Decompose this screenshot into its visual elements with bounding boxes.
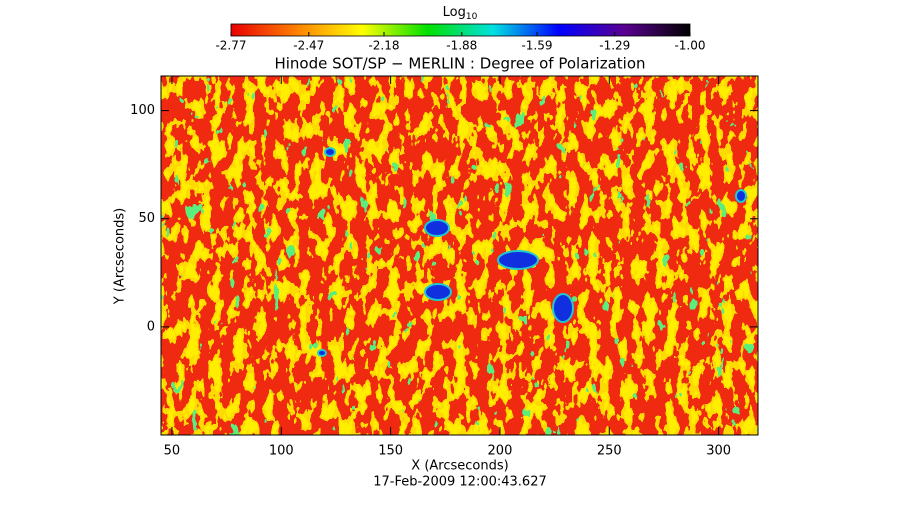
map-blobs — [317, 147, 747, 357]
colorbar-tick-label: -1.59 — [521, 39, 552, 53]
x-tick-label: 200 — [488, 444, 513, 459]
colorbar — [230, 23, 691, 37]
colorbar-tick-label: -1.00 — [674, 39, 705, 53]
colorbar-tick-label: -1.88 — [446, 39, 477, 53]
map — [161, 76, 758, 435]
x-axis-label: X (Arcseconds) — [411, 459, 508, 474]
colorbar-title: Log10 — [443, 5, 478, 22]
y-tick-label: 50 — [138, 211, 155, 226]
colorbar-tick-label: -2.18 — [368, 39, 399, 53]
chart-title: Hinode SOT/SP − MERLIN : Degree of Polar… — [274, 55, 645, 73]
colorbar-tick-label: -2.77 — [215, 39, 246, 53]
y-tick-label: 100 — [130, 103, 155, 118]
x-tick-label: 150 — [378, 444, 403, 459]
x-tick-label: 100 — [269, 444, 294, 459]
colorbar-title-main: Log — [443, 5, 466, 20]
footer-date: 17-Feb-2009 12:00:43.627 — [373, 475, 547, 490]
map-texture — [161, 76, 758, 435]
y-tick-label: 0 — [147, 319, 155, 334]
colorbar-tick-label: -1.29 — [599, 39, 630, 53]
colorbar-tick-label: -2.47 — [293, 39, 324, 53]
x-tick-label: 250 — [597, 444, 622, 459]
plot-frame — [160, 75, 759, 436]
x-tick-label: 50 — [164, 444, 181, 459]
axes — [160, 75, 759, 436]
x-tick-label: 300 — [706, 444, 731, 459]
y-axis-label: Y (Arcseconds) — [113, 208, 128, 305]
colorbar-title-subscript: 10 — [466, 12, 478, 22]
